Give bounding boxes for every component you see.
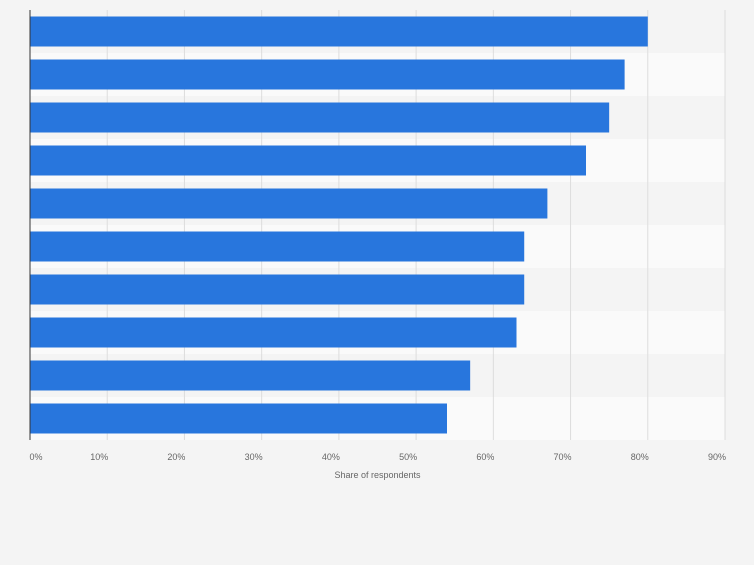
x-tick-label: 30% [245, 452, 263, 462]
bar [30, 317, 517, 348]
x-tick-label: 70% [554, 452, 572, 462]
x-tick-label: 80% [631, 452, 649, 462]
bar [30, 274, 525, 305]
bar [30, 102, 610, 133]
bar [30, 188, 548, 219]
x-tick-label: 0% [29, 452, 42, 462]
x-tick-label: 40% [322, 452, 340, 462]
bar [30, 16, 648, 47]
x-axis-label: Share of respondents [334, 470, 421, 480]
x-tick-label: 90% [708, 452, 726, 462]
bar [30, 403, 447, 434]
bar [30, 231, 525, 262]
x-tick-label: 60% [476, 452, 494, 462]
bar [30, 360, 471, 391]
x-tick-labels: 0% 10% 20% 30% 40% 50% 60% 70% 80% 90% [29, 452, 726, 462]
x-tick-label: 10% [90, 452, 108, 462]
bar [30, 145, 586, 176]
bars [30, 16, 648, 434]
x-tick-label: 50% [399, 452, 417, 462]
bar [30, 59, 625, 90]
x-tick-label: 20% [167, 452, 185, 462]
